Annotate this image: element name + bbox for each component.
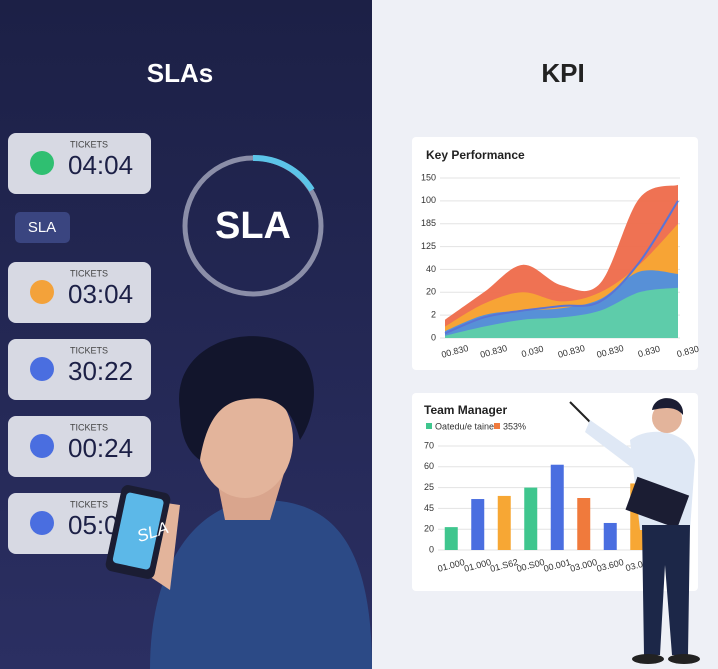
ticket-label: TICKETS: [70, 499, 108, 509]
legend-swatch: [426, 423, 432, 429]
bar: [471, 499, 485, 550]
y-tick-label: 185: [421, 218, 436, 228]
y-tick-label: 125: [421, 241, 436, 251]
y-tick-label: 20: [426, 287, 436, 297]
ticket-icon: [30, 151, 54, 175]
ticket-card: [8, 416, 151, 477]
y-tick-label: 100: [421, 195, 436, 205]
presenter: [569, 398, 700, 664]
kpi-title: KPI: [541, 58, 584, 88]
sla-badge: [15, 212, 70, 243]
bar-chart-title: Team Manager: [424, 403, 507, 417]
y-tick-label: 70: [424, 440, 434, 450]
bar: [550, 464, 564, 550]
area-chart-title: Key Performance: [426, 148, 525, 162]
ticket-list: TICKETS04:04TICKETS03:04TICKETS30:22TICK…: [8, 133, 151, 554]
legend-label: 353%: [503, 421, 526, 431]
sla-ring-progress: [252, 154, 315, 192]
bar: [497, 495, 511, 550]
ticket-label: TICKETS: [70, 268, 108, 278]
ring-label: SLA: [215, 205, 291, 247]
ticket-time: 00:24: [68, 433, 133, 463]
ticket-time: 30:22: [68, 356, 133, 386]
y-tick-label: 45: [424, 503, 434, 513]
ticket-card: [8, 262, 151, 323]
ticket-label: TICKETS: [70, 139, 108, 149]
ticket-label: TICKETS: [70, 345, 108, 355]
bar: [603, 522, 617, 550]
ticket-time: 05:0: [68, 510, 119, 540]
y-tick-label: 0: [431, 332, 436, 342]
bar: [524, 487, 538, 550]
legend-swatch: [494, 423, 500, 429]
y-tick-label: 60: [424, 461, 434, 471]
ticket-card: [8, 133, 151, 194]
stressed-person: SLA: [105, 336, 372, 669]
ticket-icon: [30, 511, 54, 535]
bar: [444, 527, 458, 550]
area: [445, 287, 678, 338]
ticket-card: [8, 339, 151, 400]
y-tick-label: 0: [429, 544, 434, 554]
y-tick-label: 150: [421, 172, 436, 182]
bar: [577, 498, 591, 550]
ticket-label: TICKETS: [70, 422, 108, 432]
y-tick-label: 25: [424, 482, 434, 492]
legend-label: Oatedu/e taine: [435, 421, 494, 431]
ticket-icon: [30, 280, 54, 304]
ticket-time: 04:04: [68, 150, 133, 180]
ticket-icon: [30, 357, 54, 381]
sla-title: SLAs: [147, 58, 213, 88]
y-tick-label: 40: [426, 264, 436, 274]
ticket-time: 03:04: [68, 279, 133, 309]
y-tick-label: 2: [431, 310, 436, 320]
y-tick-label: 20: [424, 524, 434, 534]
ticket-icon: [30, 434, 54, 458]
line: [444, 200, 679, 335]
badge-label: SLA: [28, 219, 56, 236]
